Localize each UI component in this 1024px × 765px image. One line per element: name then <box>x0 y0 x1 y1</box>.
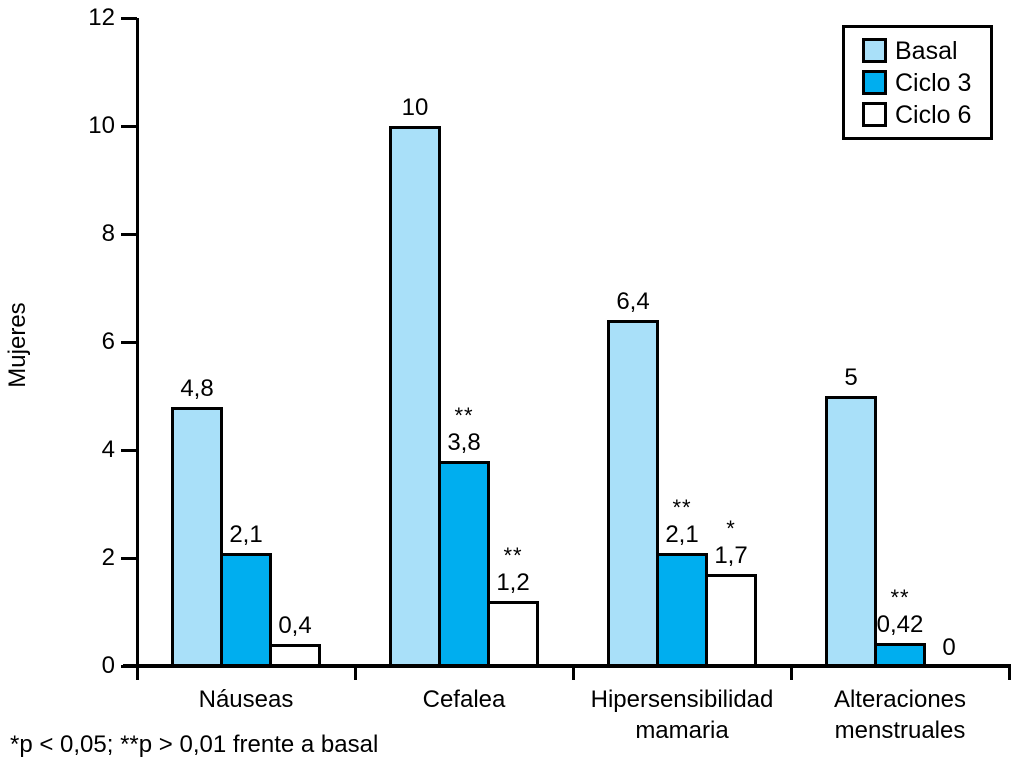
bar-significance-label: ** <box>672 494 692 520</box>
legend: Basal Ciclo 3 Ciclo 6 <box>842 25 993 140</box>
x-axis-tick <box>571 666 575 680</box>
legend-row: Ciclo 3 <box>862 70 990 96</box>
y-axis-tick <box>121 124 137 128</box>
category-label: Alteraciones menstruales <box>833 686 967 744</box>
legend-swatch-icon <box>862 102 887 127</box>
legend-row: Ciclo 6 <box>862 102 990 128</box>
y-axis-tick-label: 10 <box>88 112 115 139</box>
bar-significance-label: ** <box>503 543 523 569</box>
y-axis-tick <box>121 664 137 668</box>
y-axis-tick-label: 6 <box>101 328 115 355</box>
bar-value-label: 2,1 <box>229 520 263 548</box>
bar-ciclo-6 <box>705 574 757 668</box>
y-axis-tick-label: 12 <box>88 4 115 31</box>
bar-value-label: 4,8 <box>180 374 214 402</box>
x-axis-tick <box>353 666 357 680</box>
bar-ciclo-3 <box>438 460 490 668</box>
bar-value-label: 2,1 <box>665 520 699 548</box>
legend-label: Ciclo 3 <box>895 68 972 97</box>
bar-value-label: 1,2 <box>496 569 530 597</box>
bar-value-label: 0,42 <box>876 611 924 639</box>
bar-basal <box>389 126 441 668</box>
bar-ciclo-3 <box>656 552 708 668</box>
x-axis-line <box>123 664 1011 668</box>
bar-basal <box>171 406 223 668</box>
bar-value-label: 0,4 <box>278 612 312 640</box>
legend-label: Basal <box>895 36 958 65</box>
bar-significance-label: ** <box>890 585 910 611</box>
category-label: Cefalea <box>422 686 506 713</box>
y-axis-tick <box>121 232 137 236</box>
x-axis-tick <box>135 666 139 680</box>
category-label: Hipersensibilidad mamaria <box>590 686 774 744</box>
x-axis-tick <box>1007 666 1011 680</box>
bar-ciclo-6 <box>487 601 539 668</box>
legend-label: Ciclo 6 <box>895 100 972 129</box>
bar-value-label: 0 <box>942 634 956 661</box>
x-axis-tick <box>789 666 793 680</box>
bar-value-label: 5 <box>844 364 858 391</box>
bar-basal <box>825 396 877 668</box>
bar-value-label: 1,7 <box>714 542 748 570</box>
bar-significance-label: ** <box>454 402 474 428</box>
y-axis-tick <box>121 556 137 560</box>
footnote: *p < 0,05; **p > 0,01 frente a basal <box>10 731 379 758</box>
y-axis-tick-label: 2 <box>101 544 115 571</box>
y-axis-label: Mujeres <box>4 302 31 388</box>
legend-row: Basal <box>862 38 990 64</box>
y-axis-tick-label: 4 <box>101 436 115 463</box>
y-axis-tick-label: 0 <box>101 652 115 679</box>
bar-value-label: 10 <box>401 94 429 121</box>
bar-value-label: 3,8 <box>447 428 481 456</box>
bar-significance-label: * <box>726 516 736 542</box>
y-axis-tick <box>121 340 137 344</box>
bar-ciclo-3 <box>220 552 272 668</box>
y-axis-line <box>135 18 139 680</box>
bar-value-label: 6,4 <box>616 288 650 316</box>
y-axis-tick-label: 8 <box>101 220 115 247</box>
legend-swatch-icon <box>862 38 887 63</box>
legend-swatch-icon <box>862 70 887 95</box>
y-axis-tick <box>121 448 137 452</box>
bar-basal <box>607 320 659 668</box>
category-label: Náuseas <box>198 686 294 713</box>
y-axis-tick <box>121 16 137 20</box>
